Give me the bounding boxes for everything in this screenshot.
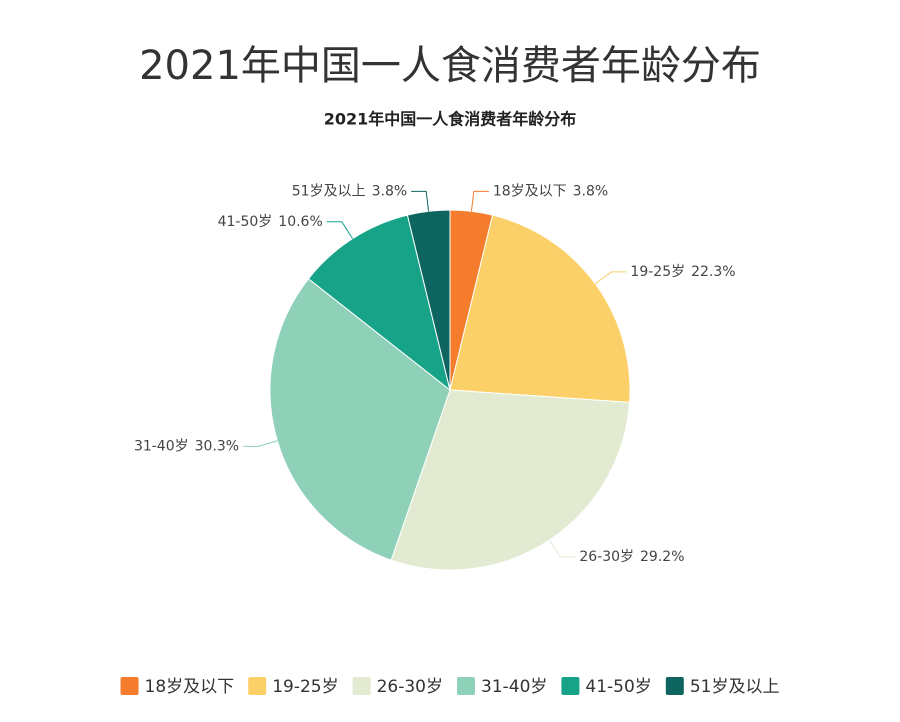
- leader-line: [243, 440, 278, 447]
- chart-title: 2021年中国一人食消费者年龄分布: [139, 43, 761, 89]
- data-label-category: 51岁及以上: [292, 183, 366, 199]
- legend-label: 19-25岁: [272, 677, 338, 697]
- legend: 18岁及以下 19-25岁 26-30岁 31-40岁 41-50岁 51岁及以上: [120, 677, 780, 697]
- leader-line: [594, 271, 627, 285]
- data-label-category: 41-50岁: [218, 214, 273, 230]
- pie-slice: [307, 214, 451, 392]
- data-label: 18岁及以下 3.8%: [493, 183, 608, 199]
- leader-line: [411, 190, 430, 212]
- legend-label: 41-50岁: [585, 677, 651, 697]
- pie-slice: [390, 389, 631, 571]
- data-label: 41-50岁 10.6%: [218, 214, 323, 230]
- data-label-category: 19-25岁: [630, 264, 685, 280]
- legend-label: 51岁及以上: [690, 677, 780, 697]
- leader-line: [470, 190, 489, 212]
- leader-line: [548, 539, 576, 558]
- legend-label: 31-40岁: [481, 677, 547, 697]
- data-label-value: 29.2%: [640, 549, 684, 565]
- legend-swatch: [457, 677, 475, 695]
- legend-swatch: [120, 677, 139, 695]
- data-label-value: 3.8%: [573, 183, 609, 199]
- data-label: 51岁及以上 3.8%: [292, 183, 407, 199]
- legend-label: 18岁及以下: [145, 677, 235, 697]
- legend-swatch: [561, 677, 580, 695]
- data-label-value: 10.6%: [278, 214, 322, 230]
- data-label-category: 26-30岁: [579, 549, 634, 565]
- legend-swatch: [352, 677, 371, 695]
- data-label: 26-30岁 29.2%: [579, 549, 684, 565]
- data-label-category: 18岁及以下: [493, 183, 567, 199]
- legend-swatch: [665, 677, 684, 695]
- data-label-category: 31-40岁: [134, 438, 189, 454]
- legend-swatch: [248, 677, 267, 695]
- data-label: 19-25岁 22.3%: [630, 264, 735, 280]
- pie-slice: [269, 278, 451, 561]
- data-label: 31-40岁 30.3%: [134, 438, 239, 454]
- legend-label: 26-30岁: [377, 677, 443, 697]
- chart-subtitle: 2021年中国一人食消费者年龄分布: [324, 110, 577, 129]
- pie-slice: [449, 214, 631, 403]
- leader-line: [326, 221, 354, 239]
- data-label-value: 30.3%: [195, 438, 239, 454]
- data-label-value: 3.8%: [372, 183, 408, 199]
- data-label-value: 22.3%: [691, 264, 735, 280]
